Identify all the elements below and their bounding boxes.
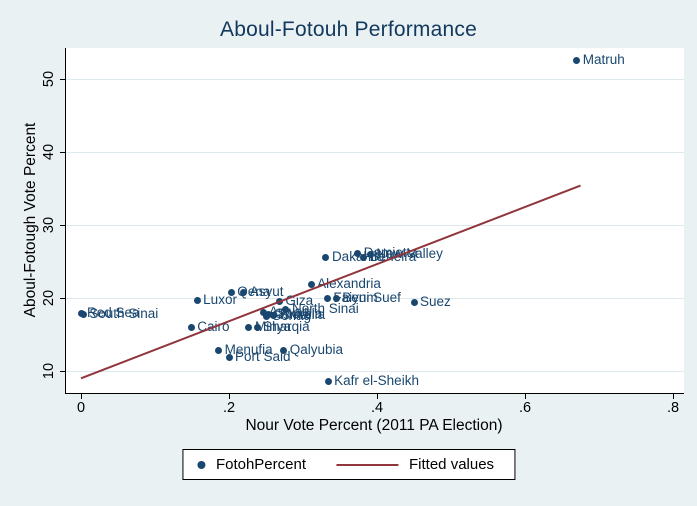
data-point — [79, 310, 87, 318]
data-point — [324, 378, 332, 386]
data-point — [215, 347, 223, 355]
x-axis-tick-label: 0 — [76, 400, 86, 416]
x-axis-tick — [81, 394, 82, 399]
fitted-line-swatch-icon — [336, 463, 399, 466]
x-axis-tick — [673, 394, 674, 399]
x-axis-tick-label: .2 — [222, 400, 236, 416]
plot-area: 10 20 30 40 50 0.2.4.6.8 Matruh Damietta New Val… — [41, 48, 684, 416]
data-point-label: Cairo — [197, 318, 230, 334]
legend-label-line: Fitted values — [409, 456, 495, 473]
data-point-label: Matruh — [582, 51, 625, 67]
data-point — [225, 353, 233, 361]
data-point — [253, 323, 261, 331]
x-axis-tick — [525, 394, 526, 399]
y-axis-tick — [60, 225, 65, 226]
fitted-line-layer — [80, 184, 581, 380]
x-axis-title: Nour Vote Percent (2011 PA Election) — [245, 417, 503, 434]
y-gridline — [66, 78, 684, 80]
y-axis-title: Aboul-Fotough Vote Percent — [22, 122, 39, 318]
y-axis-tick — [60, 152, 65, 153]
legend-label-scatter: FotohPercent — [215, 456, 307, 473]
x-axis-tick-label: .6 — [518, 400, 532, 416]
data-point-label: South Sinai — [89, 305, 159, 321]
scatter-marker-icon — [196, 460, 205, 469]
legend: FotohPercent Fitted values — [181, 449, 516, 480]
data-point-label: Sharqia — [263, 318, 310, 334]
data-point — [187, 323, 195, 331]
data-point — [573, 56, 581, 64]
data-point-label: Luxor — [203, 291, 237, 307]
x-axis-tick-label: .4 — [370, 400, 384, 416]
y-axis-tick-label: 20 — [41, 289, 57, 307]
legend-item-line: Fitted values — [336, 456, 494, 473]
data-point — [245, 323, 253, 331]
data-point — [322, 253, 330, 261]
y-axis-tick — [60, 371, 65, 372]
data-point-label: Suez — [420, 293, 451, 309]
y-gridline — [66, 151, 684, 153]
x-axis-tick — [229, 394, 230, 399]
y-axis-tick-label: 10 — [41, 362, 57, 380]
y-axis-tick-label: 50 — [41, 70, 57, 88]
x-axis-tick-label: .8 — [666, 400, 680, 416]
y-axis-tick — [60, 79, 65, 80]
legend-item-scatter: FotohPercent — [196, 456, 307, 473]
y-axis-tick — [60, 298, 65, 299]
data-point — [307, 281, 315, 289]
y-axis-tick-label: 40 — [41, 143, 57, 161]
x-axis-tick — [377, 394, 378, 399]
data-point — [410, 298, 418, 306]
data-point — [193, 296, 201, 304]
data-point-label: Qalyubia — [289, 342, 344, 358]
y-gridline — [66, 370, 684, 372]
data-point-label: Kafr el-Sheikh — [334, 373, 419, 389]
data-point-label: Port Said — [235, 348, 291, 364]
data-point-label: Dakahlia — [331, 248, 385, 264]
data-point-label: Asyut — [249, 284, 284, 300]
chart-title: Aboul-Fotouh Performance — [220, 18, 477, 41]
y-gridline — [66, 224, 684, 226]
y-axis-tick-label: 30 — [41, 216, 57, 234]
